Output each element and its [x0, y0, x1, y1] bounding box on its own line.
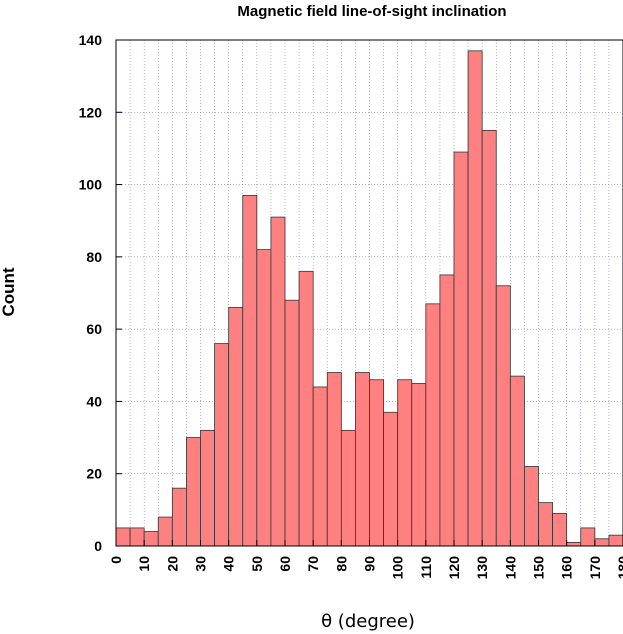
histogram-bar [467, 50, 483, 547]
histogram-bar [200, 429, 215, 547]
x-tick-label: 120 [446, 556, 462, 580]
histogram-bar [143, 531, 159, 547]
x-tick-label: 40 [221, 556, 237, 572]
histogram-bar [298, 270, 314, 547]
x-tick-label: 130 [474, 556, 490, 580]
histogram-bar [425, 303, 441, 547]
x-tick-label: 80 [333, 556, 349, 572]
histogram-bar [383, 411, 399, 547]
x-tick-label: 0 [108, 556, 124, 564]
y-tick-label: 60 [86, 321, 102, 337]
histogram-bar [369, 379, 384, 547]
histogram-bar [524, 466, 539, 547]
x-tick-label: 140 [502, 556, 518, 580]
histogram-bar [453, 151, 469, 547]
x-tick-label: 110 [418, 556, 434, 579]
y-tick-label: 100 [79, 177, 103, 193]
y-tick-label: 120 [79, 104, 103, 120]
x-axis-label: θ (degree) [321, 611, 415, 632]
histogram-bar [228, 307, 244, 547]
histogram-bars [115, 50, 623, 547]
x-tick-label: 170 [587, 556, 603, 580]
y-tick-label: 0 [94, 538, 102, 554]
histogram-bar [171, 487, 187, 547]
histogram-bar [186, 437, 201, 547]
x-tick-label: 90 [362, 556, 378, 572]
x-tick-label: 50 [249, 556, 265, 572]
histogram-bar [270, 216, 286, 547]
x-tick-label: 100 [390, 556, 406, 580]
y-tick-label: 140 [79, 32, 103, 48]
histogram-bar [355, 372, 370, 547]
chart-title: Magnetic field line-of-sight inclination [237, 3, 506, 20]
histogram-bar [284, 299, 300, 547]
histogram-bar [411, 382, 427, 547]
y-tick-label: 40 [86, 393, 102, 409]
histogram-bar [552, 513, 568, 547]
histogram-bar [439, 274, 455, 547]
histogram-bar [495, 285, 511, 547]
histogram-bar [608, 534, 623, 547]
histogram-bar [256, 249, 272, 547]
y-tick-label: 80 [86, 249, 102, 265]
histogram-bar [481, 129, 497, 547]
x-tick-label: 10 [136, 556, 152, 572]
histogram-bar [340, 429, 356, 547]
histogram-bar [397, 379, 413, 547]
y-tick-label: 20 [86, 466, 102, 482]
histogram-bar [157, 516, 173, 547]
x-axis-ticks: 0 10 20 30 40 50 60 70 80 90 100 110 120 130 140 150 160… [108, 540, 623, 579]
x-tick-label: 150 [531, 556, 547, 580]
histogram-bar [566, 541, 582, 547]
histogram-bar [214, 343, 230, 547]
histogram-bar [538, 502, 553, 547]
x-tick-label: 30 [193, 556, 209, 572]
histogram-bar [312, 386, 328, 547]
x-tick-label: 60 [277, 556, 293, 572]
x-tick-label: 20 [164, 556, 180, 572]
histogram-bar [242, 195, 258, 547]
y-axis-ticks: 0 20 40 60 80 100 120 140 [79, 32, 122, 554]
histogram-bar [326, 372, 342, 547]
y-axis-label: Count [0, 267, 18, 316]
histogram-bar [594, 538, 610, 547]
x-tick-label: 160 [559, 556, 575, 580]
histogram-bar [580, 527, 596, 547]
x-tick-label: 70 [305, 556, 321, 572]
histogram-bar [509, 375, 525, 547]
histogram-bar [115, 527, 131, 547]
histogram-bar [129, 527, 145, 547]
x-tick-label: 180 [615, 556, 623, 580]
